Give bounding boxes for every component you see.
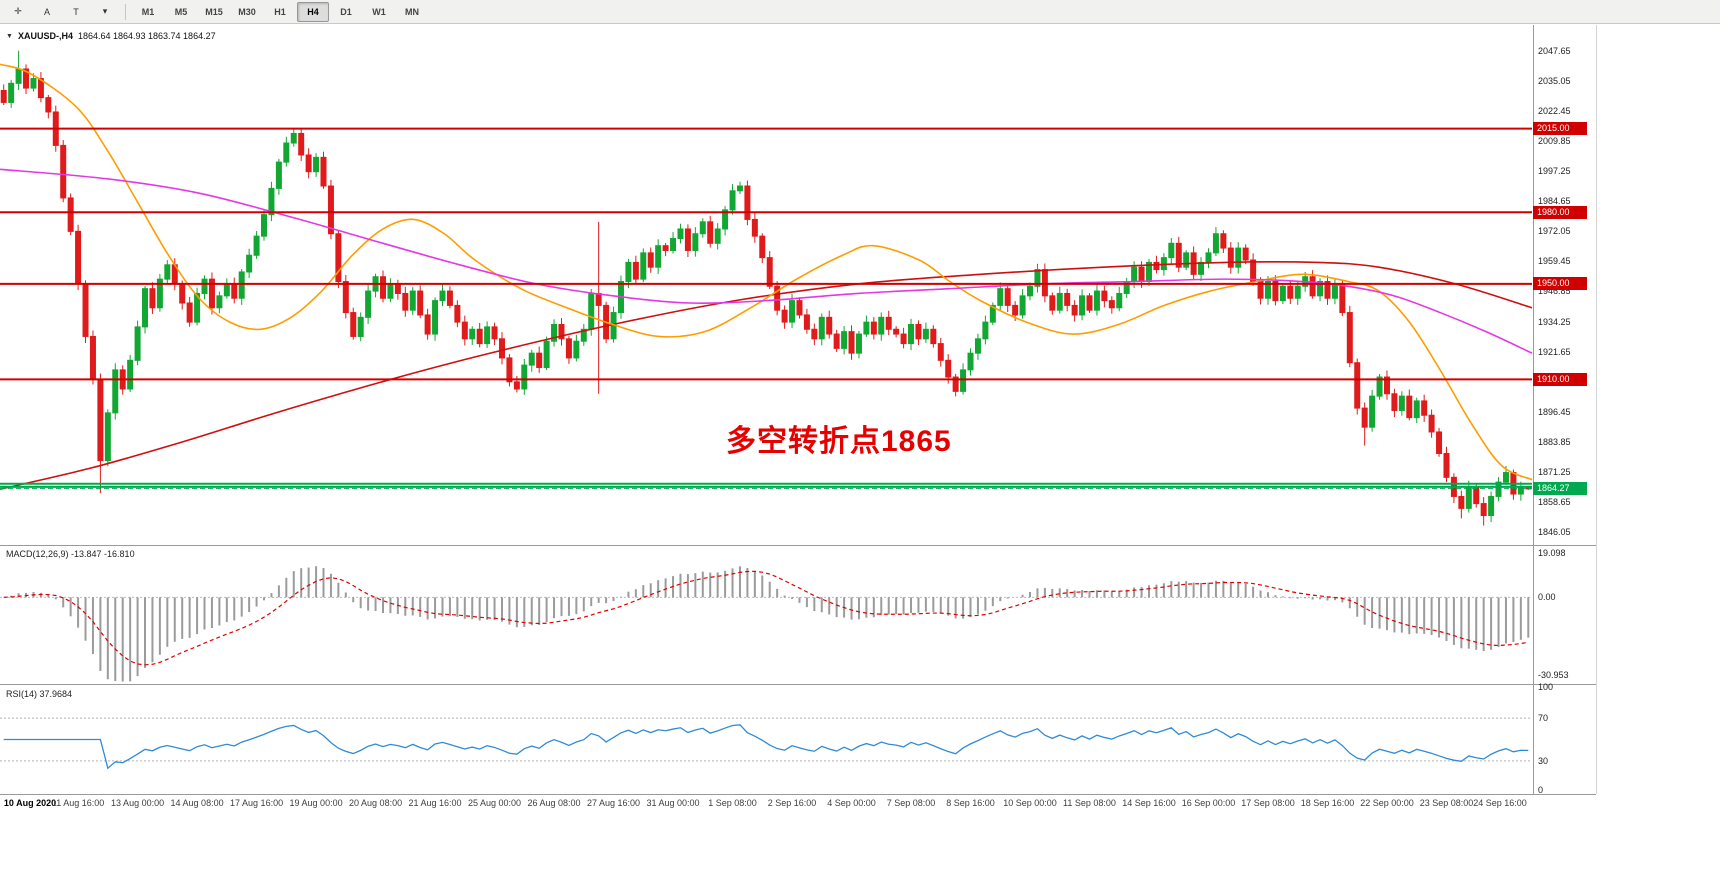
text-frame-tool[interactable]: T — [73, 6, 79, 17]
text-label-tool[interactable]: A — [43, 6, 50, 17]
timeframe-button-m15[interactable]: M15 — [205, 6, 223, 17]
crosshair-tool[interactable]: ✛ — [14, 6, 22, 16]
toolbar-separator — [125, 3, 126, 20]
drawing-toolbar: ✛ A T ▾ — [4, 2, 119, 22]
ohlc-values: 1864.64 1864.93 1863.74 1864.27 — [77, 31, 216, 41]
symbol-ohlc-label: ▼ XAUUSD-,H4 1864.64 1864.93 1863.74 186… — [6, 31, 216, 41]
ma-long-red — [0, 261, 1533, 491]
symbol-name: XAUUSD-,H4 — [17, 31, 73, 41]
timeframe-button-mn[interactable]: MN — [405, 6, 419, 17]
timeframe-button-w1[interactable]: W1 — [372, 6, 386, 17]
timeframe-button-h1[interactable]: H1 — [274, 6, 286, 17]
timeframe-button-d1[interactable]: D1 — [340, 6, 352, 17]
draw-objects-dropdown[interactable]: ▾ — [102, 6, 108, 16]
timeframe-button-h4[interactable]: H4 — [297, 1, 329, 22]
annotation-text: 多空转折点1865 — [726, 425, 952, 458]
timeframe-button-m1[interactable]: M1 — [141, 6, 155, 17]
macd-indicator-label: MACD(12,26,9) -13.847 -16.810 — [6, 549, 135, 559]
ma-medium-orange — [0, 63, 1533, 481]
ma-slow-magenta — [0, 168, 1533, 354]
timeframe-button-m5[interactable]: M5 — [174, 6, 188, 17]
symbol-dropdown-icon[interactable]: ▼ — [6, 32, 13, 40]
rsi-indicator-label: RSI(14) 37.9684 — [6, 689, 73, 699]
timeframe-button-m30[interactable]: M30 — [238, 6, 256, 17]
timeframe-toolbar: M1 M5 M15 M30 H1 H4 D1 W1 MN — [132, 1, 428, 22]
top-toolbar: ✛ A T ▾ M1 M5 M15 M30 H1 H4 D1 W1 MN — [0, 0, 1720, 24]
